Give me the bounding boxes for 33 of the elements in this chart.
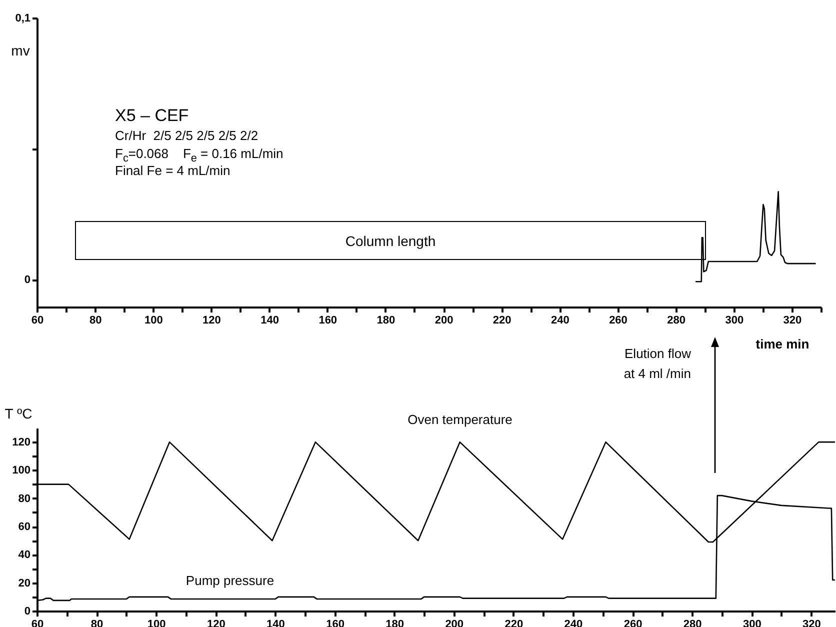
y-axis-title: mv <box>11 42 30 58</box>
x-tick-label: 240 <box>550 314 570 326</box>
x-tick-label: 220 <box>492 314 512 326</box>
line-series <box>694 191 816 282</box>
y-tick-label: 100 <box>12 464 30 477</box>
y-tick-label: 80 <box>18 492 30 505</box>
x-tick-label: 100 <box>144 314 163 326</box>
x-tick-label: 120 <box>202 314 221 326</box>
annotation: Cr/Hr 2/5 2/5 2/5 2/5 2/2 <box>115 128 258 143</box>
x-tick-label: 280 <box>667 314 686 326</box>
x-tick-label: 200 <box>434 314 454 326</box>
annotation: X5 – CEF <box>115 106 189 126</box>
x-tick-label: 300 <box>725 314 744 326</box>
x-tick-label: 140 <box>260 314 279 326</box>
y-tick-label: 0,1 <box>15 12 30 24</box>
y-axis-title: T ºC <box>4 406 32 422</box>
annotation: F$_{c}$=0.068 F$_{e}$ = 0.16 mL/min <box>115 146 284 165</box>
y-tick-label: 0 <box>24 274 30 286</box>
y-tick-label: 40 <box>18 549 30 562</box>
x-axis-title: time min <box>756 336 810 352</box>
x-tick-label: 260 <box>609 314 628 326</box>
y-tick-label: 120 <box>12 436 30 449</box>
x-tick-label: 80 <box>89 314 102 326</box>
y-tick-label: 60 <box>18 521 30 534</box>
y-tick-label: 0 <box>24 606 30 618</box>
x-tick-label: 320 <box>783 314 802 326</box>
y-tick-label: 20 <box>18 577 30 590</box>
x-tick-label: 160 <box>318 314 338 326</box>
text: Elution flow at 4 ml /min <box>622 345 691 383</box>
x-tick-label: 180 <box>376 314 396 326</box>
series-label: Pump pressure <box>186 573 274 588</box>
series-label: Oven temperature <box>408 412 512 427</box>
annotation: Final Fe = 4 mL/min <box>115 163 230 178</box>
